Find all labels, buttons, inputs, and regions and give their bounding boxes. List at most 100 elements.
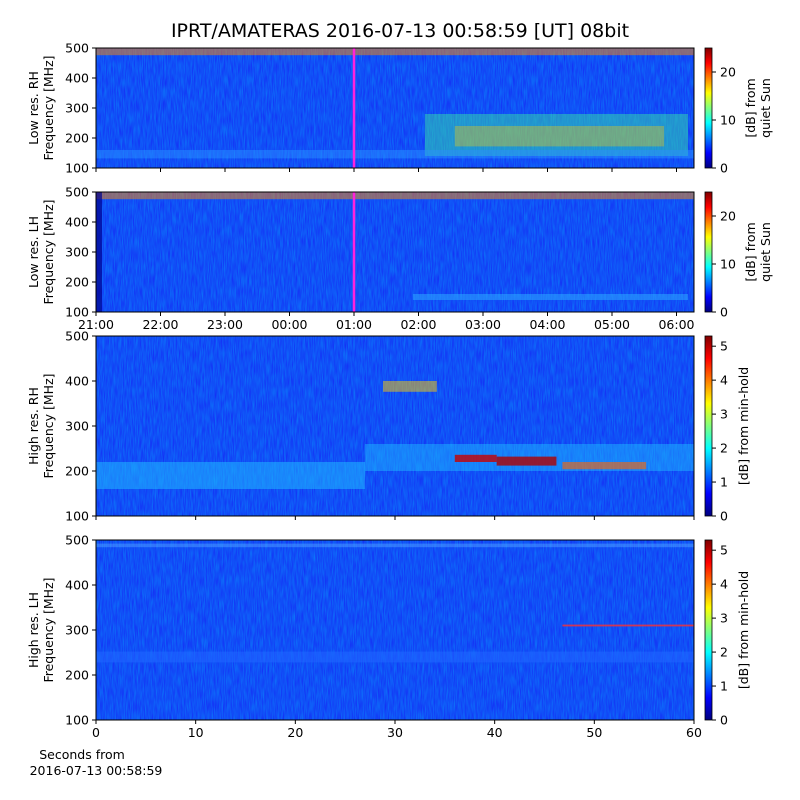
colorbar-tick-label: 0 bbox=[720, 509, 728, 524]
heatmap-feature bbox=[454, 454, 497, 462]
y-tick-label: 500 bbox=[65, 329, 89, 344]
x-tick-label: 30 bbox=[387, 725, 403, 740]
x-tick-label: 20 bbox=[287, 725, 303, 740]
heatmap-texture bbox=[96, 540, 694, 720]
colorbar-tick-label: 4 bbox=[720, 373, 728, 388]
x-tick-label: 23:00 bbox=[207, 317, 243, 332]
colorbar-label: [dB] from min-hold bbox=[736, 367, 751, 485]
y-tick-label: 200 bbox=[65, 131, 89, 146]
heatmap-feature bbox=[96, 192, 102, 312]
colorbar-label-line: quiet Sun bbox=[758, 222, 773, 282]
y-label: Low res. LH Frequency [MHz] bbox=[26, 199, 56, 304]
x-tick-label: 50 bbox=[586, 725, 602, 740]
y-label-line: Low res. LH bbox=[26, 216, 41, 288]
y-label: Low res. RH Frequency [MHz] bbox=[26, 55, 56, 160]
colorbar-tick-label: 1 bbox=[720, 475, 728, 490]
colorbar-label-line: [dB] from bbox=[743, 222, 758, 281]
colorbar-label-line: [dB] from min-hold bbox=[736, 571, 751, 689]
y-tick-label: 300 bbox=[65, 419, 89, 434]
heatmap-feature bbox=[454, 126, 665, 147]
heatmap-feature bbox=[496, 456, 557, 466]
y-label-line: Frequency [MHz] bbox=[41, 373, 56, 478]
colorbar-tick-label: 2 bbox=[720, 441, 728, 456]
colorbar-tick-label: 5 bbox=[720, 543, 728, 558]
heatmap-texture bbox=[96, 192, 694, 312]
y-tick-label: 300 bbox=[65, 623, 89, 638]
x-label-line: Seconds from bbox=[39, 747, 125, 762]
x-tick-label: 10 bbox=[188, 725, 204, 740]
y-tick-label: 300 bbox=[65, 245, 89, 260]
colorbar bbox=[704, 539, 713, 721]
y-tick-label: 500 bbox=[65, 41, 89, 56]
y-label-line: High res. LH bbox=[26, 592, 41, 668]
x-tick-label: 22:00 bbox=[142, 317, 178, 332]
heatmap-feature bbox=[562, 624, 694, 627]
y-label-line: High res. RH bbox=[26, 387, 41, 465]
x-tick-label: 40 bbox=[487, 725, 503, 740]
colorbar-tick-label: 10 bbox=[720, 257, 736, 272]
x-tick-label: 05:00 bbox=[594, 317, 630, 332]
heatmap-feature bbox=[96, 543, 694, 548]
heatmap-feature bbox=[96, 48, 694, 56]
colorbar-tick-label: 10 bbox=[720, 113, 736, 128]
y-tick-label: 100 bbox=[65, 713, 89, 728]
colorbar-label: [dB] from min-hold bbox=[736, 571, 751, 689]
colorbar bbox=[704, 335, 713, 517]
colorbar-label-line: quiet Sun bbox=[758, 78, 773, 138]
heatmap-feature bbox=[96, 192, 694, 200]
colorbar-tick-label: 20 bbox=[720, 209, 736, 224]
colorbar bbox=[704, 191, 713, 313]
heatmap-feature bbox=[424, 114, 689, 156]
heatmap-feature bbox=[96, 462, 366, 489]
colorbar-label-line: [dB] from min-hold bbox=[736, 367, 751, 485]
y-label: High res. LH Frequency [MHz] bbox=[26, 577, 56, 682]
x-tick-label: 00:00 bbox=[271, 317, 307, 332]
colorbar-tick-label: 0 bbox=[720, 713, 728, 728]
y-tick-label: 300 bbox=[65, 101, 89, 116]
x-tick-label: 06:00 bbox=[658, 317, 694, 332]
y-label-line: Frequency [MHz] bbox=[41, 55, 56, 160]
y-tick-label: 200 bbox=[65, 668, 89, 683]
y-tick-label: 400 bbox=[65, 374, 89, 389]
y-tick-label: 100 bbox=[65, 509, 89, 524]
colorbar-tick-label: 5 bbox=[720, 339, 728, 354]
heatmap-feature bbox=[96, 150, 694, 159]
y-tick-label: 500 bbox=[65, 533, 89, 548]
x-tick-label: 01:00 bbox=[336, 317, 372, 332]
colorbar-tick-label: 1 bbox=[720, 679, 728, 694]
heatmap-feature bbox=[562, 462, 647, 470]
y-tick-label: 400 bbox=[65, 215, 89, 230]
colorbar-label-line: [dB] from bbox=[743, 78, 758, 137]
y-tick-label: 100 bbox=[65, 305, 89, 320]
colorbar-tick-label: 2 bbox=[720, 645, 728, 660]
colorbar-tick-label: 0 bbox=[720, 305, 728, 320]
colorbar-label: [dB] from quiet Sun bbox=[743, 222, 773, 282]
y-label-line: Frequency [MHz] bbox=[41, 199, 56, 304]
title: IPRT/AMATERAS 2016-07-13 00:58:59 [UT] 0… bbox=[171, 20, 629, 42]
y-tick-label: 100 bbox=[65, 161, 89, 176]
x-tick-label: 60 bbox=[686, 725, 702, 740]
x-tick-label: 04:00 bbox=[529, 317, 565, 332]
y-tick-label: 200 bbox=[65, 275, 89, 290]
y-label-line: Frequency [MHz] bbox=[41, 577, 56, 682]
x-tick-label: 03:00 bbox=[465, 317, 501, 332]
colorbar-label: [dB] from quiet Sun bbox=[743, 78, 773, 138]
colorbar-tick-label: 20 bbox=[720, 65, 736, 80]
y-label: High res. RH Frequency [MHz] bbox=[26, 373, 56, 478]
x-tick-label: 0 bbox=[92, 725, 100, 740]
y-label-line: Low res. RH bbox=[26, 71, 41, 145]
colorbar-tick-label: 4 bbox=[720, 577, 728, 592]
heatmap-feature bbox=[383, 381, 437, 392]
colorbar bbox=[704, 47, 713, 169]
y-tick-label: 400 bbox=[65, 578, 89, 593]
colorbar-tick-label: 3 bbox=[720, 611, 728, 626]
y-tick-label: 400 bbox=[65, 71, 89, 86]
x-tick-label: 21:00 bbox=[78, 317, 114, 332]
heatmap-feature bbox=[96, 651, 694, 663]
y-tick-label: 200 bbox=[65, 464, 89, 479]
colorbar-tick-label: 0 bbox=[720, 161, 728, 176]
x-tick-label: 02:00 bbox=[400, 317, 436, 332]
colorbar-tick-label: 3 bbox=[720, 407, 728, 422]
y-tick-label: 500 bbox=[65, 185, 89, 200]
heatmap-feature bbox=[412, 294, 689, 300]
